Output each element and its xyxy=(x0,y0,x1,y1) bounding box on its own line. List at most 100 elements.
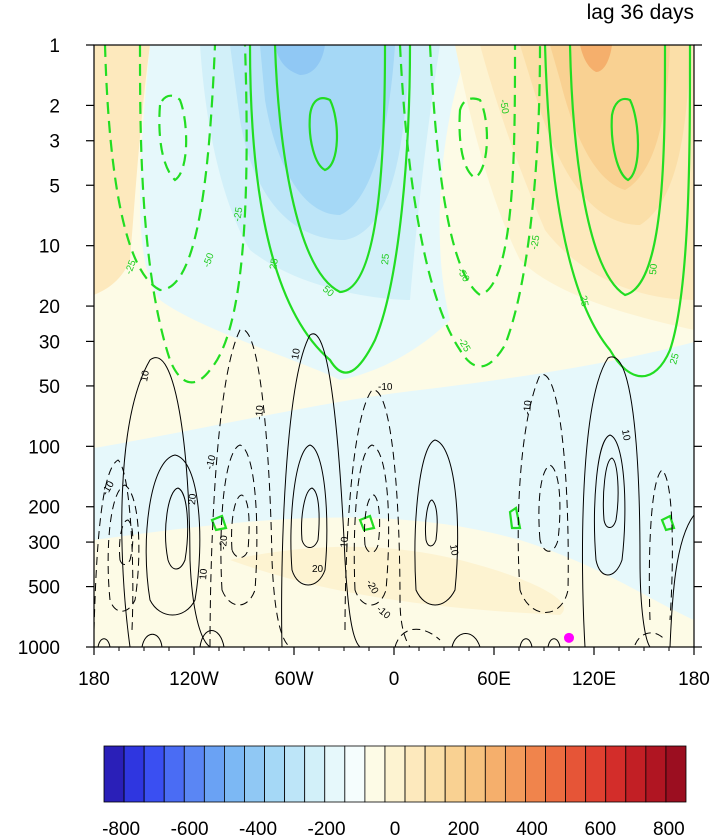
black-label: 10 xyxy=(290,347,303,360)
x-tick-label: 60W xyxy=(274,669,313,690)
green-contour-neg-5 xyxy=(428,45,517,297)
green-label: 25 xyxy=(380,253,392,265)
green-label: 25 xyxy=(268,257,281,270)
black-label: 20 xyxy=(187,493,199,505)
colorbar-swatch xyxy=(565,745,587,803)
black-contour-pos xyxy=(165,487,189,570)
green-label: -25 xyxy=(232,206,245,223)
y-tick-label: 100 xyxy=(28,437,60,458)
colorbar-swatch xyxy=(484,745,506,803)
x-tick-label: 0 xyxy=(389,669,400,690)
y-axis: 1 2 3 5 10 20 30 50 100 200 300 500 1000 xyxy=(18,36,702,659)
black-contour-pos xyxy=(281,333,361,647)
green-contour-neg-3 xyxy=(158,94,188,182)
colorbar-swatch xyxy=(464,745,486,803)
black-label: 10 xyxy=(339,536,351,548)
black-contour-pos xyxy=(414,439,459,606)
colorbar-swatch xyxy=(665,745,687,803)
green-label: 25 xyxy=(668,352,682,366)
black-contour-neg xyxy=(394,628,441,647)
black-contour-neg xyxy=(353,444,390,606)
orange-upper-core xyxy=(550,45,670,190)
shaded-field xyxy=(94,45,694,647)
y-tick-label: 200 xyxy=(28,498,60,519)
black-contour-pos xyxy=(594,434,626,576)
green-contour-neg-2 xyxy=(103,45,217,292)
colorbar-label: 200 xyxy=(448,819,480,838)
colorbar-swatch xyxy=(183,745,205,803)
black-contour-labels: -10 10 20 -10 10 -10 -20 10 20 10 -10 -2… xyxy=(100,347,632,622)
yellow-lower-region-2 xyxy=(230,546,564,615)
colorbar-swatch xyxy=(244,745,265,803)
x-tick-label: 120E xyxy=(572,669,616,690)
black-contour-pos xyxy=(145,454,201,616)
black-contour-surface xyxy=(547,638,561,647)
colorbar-swatch xyxy=(224,745,245,803)
black-label: 10 xyxy=(447,544,460,557)
colorbar-label: -200 xyxy=(308,819,346,838)
black-label: 10 xyxy=(619,429,632,442)
y-tick-label: 5 xyxy=(49,176,60,197)
colorbar-swatch xyxy=(625,745,647,803)
orange-upper-core-2 xyxy=(580,45,612,72)
green-label: -25 xyxy=(123,258,138,276)
green-small-1 xyxy=(210,514,228,532)
black-contour-neg xyxy=(220,444,258,606)
colorbar-swatch xyxy=(324,745,346,803)
colorbar-swatch xyxy=(545,745,566,803)
green-contour-neg-4 xyxy=(398,45,542,368)
colorbar-label: 0 xyxy=(390,819,401,838)
black-label: 10 xyxy=(139,369,152,382)
y-tick-label: 3 xyxy=(49,132,60,153)
colorbar: -800 -600 -400 -200 0 200 400 600 800 xyxy=(102,745,687,838)
black-label: -10 xyxy=(254,404,266,420)
chart-title: lag 36 days xyxy=(587,1,694,24)
green-small-4 xyxy=(660,514,676,532)
colorbar-swatch xyxy=(504,745,526,803)
x-axis: 180 120W 60W 0 60E 120E 180 xyxy=(78,647,710,690)
colorbar-swatch xyxy=(364,745,386,803)
x-tick-label: 180 xyxy=(78,669,110,690)
blue-upper-region-2 xyxy=(260,45,395,215)
black-label: -10 xyxy=(522,399,534,415)
black-contour-neg xyxy=(344,389,411,647)
black-label: -10 xyxy=(204,454,218,471)
black-contour-surface xyxy=(199,630,225,647)
y-tick-label: 30 xyxy=(39,332,60,353)
black-contour-neg xyxy=(634,632,666,646)
y-tick-label: 300 xyxy=(28,533,60,554)
colorbar-label: 800 xyxy=(653,819,685,838)
colorbar-label: -800 xyxy=(102,819,140,838)
black-contour-pos xyxy=(602,457,619,528)
black-label: -20 xyxy=(218,534,230,550)
colorbar-swatch xyxy=(444,745,466,803)
green-contour-pos-3 xyxy=(308,97,338,172)
colorbar-swatch xyxy=(424,745,446,803)
colorbar-swatch xyxy=(143,745,165,803)
colorbar-label: -400 xyxy=(239,819,277,838)
colorbar-swatch xyxy=(605,745,627,803)
y-tick-label: 50 xyxy=(39,377,60,398)
y-tick-label: 1000 xyxy=(18,638,60,659)
colorbar-swatch xyxy=(304,745,326,803)
y-tick-label: 500 xyxy=(28,578,60,599)
colorbar-swatch xyxy=(163,745,185,803)
black-contour-pos xyxy=(301,487,320,548)
green-contour-pos-4 xyxy=(543,45,692,378)
x-tick-label: 180 xyxy=(678,669,710,690)
black-contour-neg xyxy=(209,329,291,647)
black-contour-pos xyxy=(290,444,328,586)
x-tick-label: 120W xyxy=(169,669,219,690)
black-contour-pos xyxy=(581,356,651,647)
colorbar-swatch xyxy=(123,745,145,803)
black-label: -10 xyxy=(378,382,393,393)
colorbar-label: 400 xyxy=(516,819,548,838)
black-contour-surface xyxy=(141,633,163,647)
black-contour-neg xyxy=(517,374,569,613)
green-label: -50 xyxy=(201,251,216,269)
colorbar-swatch xyxy=(203,745,225,803)
black-contour-neg xyxy=(231,494,250,558)
black-contour-surface xyxy=(519,638,533,647)
black-contour-pos xyxy=(425,499,438,547)
black-contour-pos xyxy=(669,514,694,647)
